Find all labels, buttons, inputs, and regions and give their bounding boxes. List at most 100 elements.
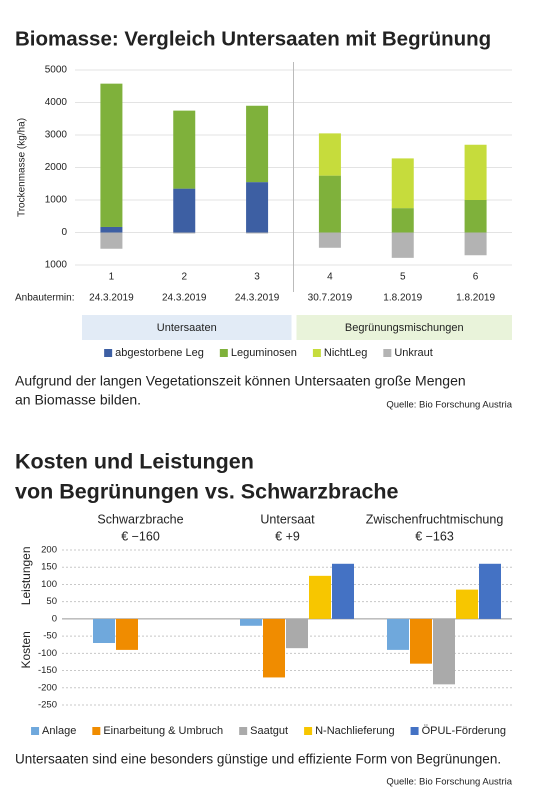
bar-segment — [100, 232, 123, 249]
legend-swatch — [410, 727, 419, 735]
bar-segment — [318, 175, 341, 233]
group-label: Untersaaten — [157, 322, 217, 334]
y-tick-label: 0 — [61, 227, 67, 238]
category-note: € −160 — [121, 529, 160, 543]
group-label: Begrünungsmischungen — [345, 322, 464, 334]
y-tick-label: 150 — [41, 562, 57, 573]
y-tick-label: 1000 — [45, 195, 68, 206]
bar-segment — [464, 200, 487, 233]
legend-swatch — [219, 349, 228, 357]
legend-label: Einarbeitung & Umbruch — [103, 725, 223, 737]
y-tick-label: 1000 — [45, 260, 68, 271]
bar — [456, 589, 478, 619]
group-band — [82, 315, 292, 340]
bar-segment — [318, 232, 341, 248]
y-axis-label-positive: Leistungen — [19, 546, 33, 605]
bar-segment — [391, 232, 414, 258]
date-label: 24.3.2019 — [162, 293, 207, 304]
bar-segment — [100, 226, 123, 233]
y-tick-label: -250 — [38, 700, 57, 711]
bar-segment — [246, 182, 269, 233]
y-tick-label: 2000 — [45, 162, 68, 173]
legend-swatch — [31, 727, 40, 735]
date-label: 1.8.2019 — [456, 293, 495, 304]
y-tick-label: 4000 — [45, 97, 68, 108]
date-label: 24.3.2019 — [89, 293, 134, 304]
caption: Aufgrund der langen Vegetationszeit könn… — [15, 373, 466, 389]
legend-label: Saatgut — [250, 725, 288, 737]
chart-title: von Begrünungen vs. Schwarzbrache — [15, 480, 399, 504]
y-tick-label: 200 — [41, 545, 57, 556]
x-tick-label: 3 — [254, 272, 260, 283]
y-tick-label: 50 — [46, 596, 57, 607]
legend-swatch — [304, 727, 313, 735]
bar-segment — [100, 83, 123, 227]
y-axis-label-negative: Kosten — [19, 631, 33, 668]
bar-segment — [173, 232, 196, 234]
legend-label: Leguminosen — [231, 347, 297, 359]
y-axis-label: Trockenmasse (kg/ha) — [17, 118, 28, 217]
bar-segment — [173, 110, 196, 189]
chart-title: Biomasse: Vergleich Untersaaten mit Begr… — [15, 27, 491, 50]
caption: Untersaaten sind eine besonders günstige… — [15, 752, 501, 767]
source: Quelle: Bio Forschung Austria — [386, 777, 512, 788]
bar — [387, 618, 409, 650]
x-tick-label: 5 — [400, 272, 406, 283]
bar-segment — [464, 144, 487, 200]
bar — [263, 618, 285, 678]
bar-segment — [391, 208, 414, 233]
y-tick-label: 3000 — [45, 130, 68, 141]
y-tick-label: 0 — [52, 613, 57, 624]
legend-swatch — [383, 349, 392, 357]
chart-title: Kosten und Leistungen — [15, 450, 254, 474]
category-note: € −163 — [415, 529, 454, 543]
date-label: 24.3.2019 — [235, 293, 280, 304]
bar-segment — [173, 188, 196, 233]
legend-swatch — [104, 349, 113, 357]
category-note: € +9 — [275, 529, 300, 543]
bar — [286, 618, 308, 649]
bar — [240, 618, 262, 626]
caption: an Biomasse bilden. — [15, 392, 141, 408]
source: Quelle: Bio Forschung Austria — [386, 400, 512, 411]
legend-label: NichtLeg — [324, 347, 367, 359]
legend-label: abgestorbene Leg — [115, 347, 204, 359]
legend-label: ÖPUL-Förderung — [422, 725, 506, 737]
y-tick-label: -50 — [43, 631, 57, 642]
bar-segment — [246, 105, 269, 183]
bar-segment — [246, 232, 269, 234]
category-label: Zwischenfruchtmischung — [366, 512, 504, 526]
legend: Anlage Einarbeitung & Umbruch Saatgut N-Nac… — [31, 725, 506, 737]
x-tick-label: 6 — [473, 272, 479, 283]
bar — [309, 575, 331, 619]
date-label: 30.7.2019 — [308, 293, 353, 304]
bar — [433, 618, 455, 685]
bar — [332, 563, 354, 619]
y-tick-label: -100 — [38, 648, 57, 659]
bar-segment — [391, 158, 414, 209]
x-tick-label: 4 — [327, 272, 333, 283]
x-tick-label: 1 — [109, 272, 115, 283]
x-tick-label: 2 — [181, 272, 187, 283]
x-axis-label: Anbautermin: — [15, 293, 74, 304]
y-tick-label: 5000 — [45, 65, 68, 76]
bar — [479, 563, 501, 619]
category-label: Schwarzbrache — [97, 512, 183, 526]
legend-label: N-Nachlieferung — [315, 725, 394, 737]
y-tick-label: -200 — [38, 682, 57, 693]
bar-segment — [318, 133, 341, 176]
bar-segment — [464, 232, 487, 256]
bar — [93, 618, 115, 643]
legend: abgestorbene Leg Leguminosen NichtLeg Unkra… — [104, 347, 433, 359]
group-band — [296, 315, 512, 340]
y-tick-label: 100 — [41, 579, 57, 590]
legend-label: Anlage — [42, 725, 76, 737]
bar — [410, 618, 432, 664]
y-tick-label: -150 — [38, 665, 57, 676]
legend-label: Unkraut — [394, 347, 433, 359]
category-label: Untersaat — [260, 512, 315, 526]
legend-swatch — [239, 727, 248, 735]
legend-swatch — [312, 349, 321, 357]
bar — [116, 618, 138, 650]
